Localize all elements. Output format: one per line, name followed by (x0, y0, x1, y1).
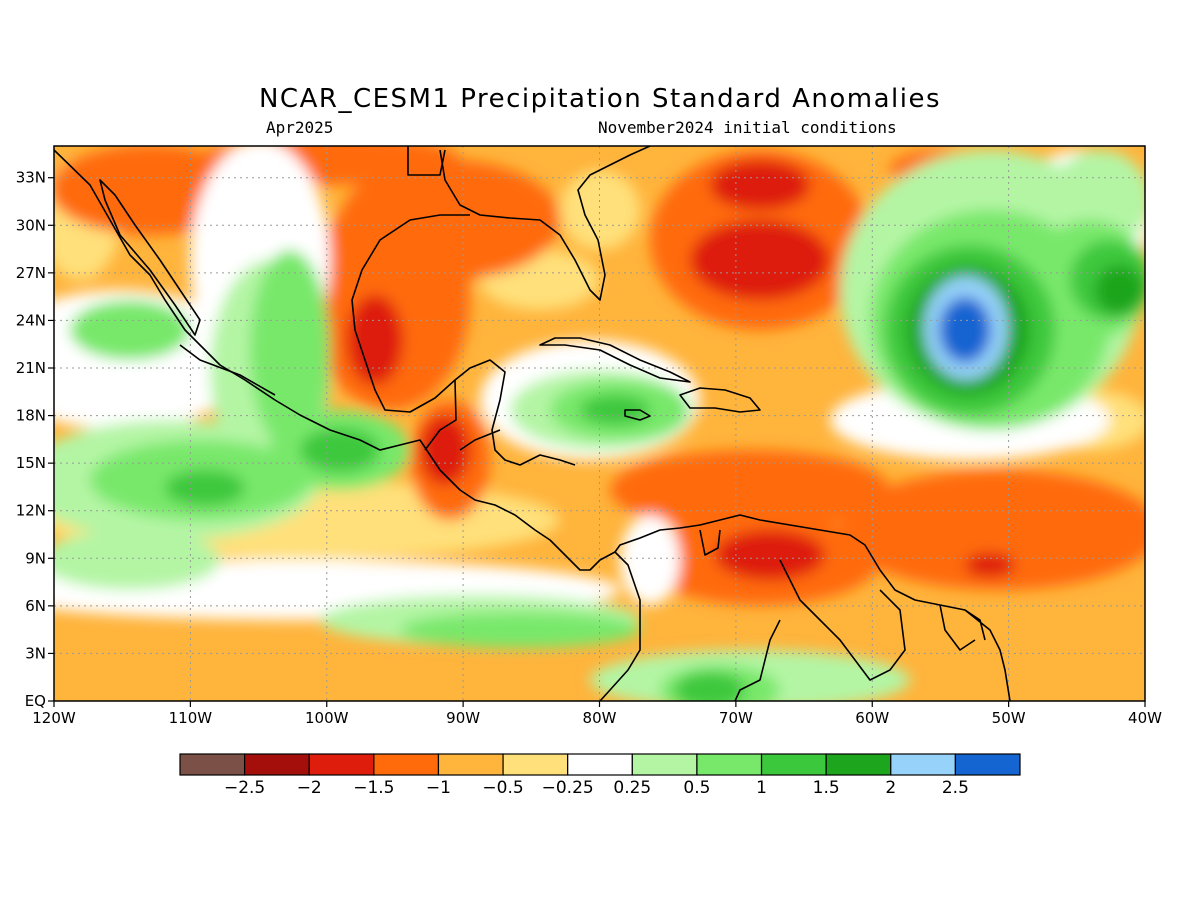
x-tick-label: 120W (32, 709, 76, 727)
y-tick-label: 21N (16, 359, 46, 377)
y-tick-label: 33N (16, 169, 46, 187)
x-tick-label: 60W (855, 709, 889, 727)
y-tick-label: 15N (16, 454, 46, 472)
colorbar-swatch (696, 753, 763, 776)
initial-conditions: November2024 initial conditions (598, 118, 897, 137)
grid-lines (54, 146, 1145, 701)
colorbar-label: −0.25 (542, 778, 594, 798)
colorbar-swatch (502, 753, 569, 776)
x-tick-label: 40W (1128, 709, 1162, 727)
anomaly-field (54, 146, 1145, 701)
y-tick-label: 9N (25, 549, 46, 567)
colorbar-swatch (631, 753, 698, 776)
y-tick-label: 3N (25, 644, 46, 662)
colorbar-label: −0.5 (482, 778, 523, 798)
coastlines (54, 146, 1011, 701)
x-tick-label: 70W (719, 709, 753, 727)
x-tick-label: 80W (583, 709, 617, 727)
y-tick-label: 12N (16, 502, 46, 520)
x-tick-label: 50W (992, 709, 1026, 727)
y-tick-label: 6N (25, 597, 46, 615)
x-tick-label: 110W (169, 709, 213, 727)
colorbar-swatch (308, 753, 375, 776)
y-tick-label: EQ (25, 692, 46, 710)
colorbar-label: −1.5 (353, 778, 394, 798)
colorbar-swatch (890, 753, 956, 776)
colorbar-label: −1 (426, 778, 451, 798)
y-tick-label: 18N (16, 407, 46, 425)
colorbar-swatch (373, 753, 440, 776)
y-tick-label: 24N (16, 311, 46, 329)
colorbar-label: 1.5 (813, 778, 840, 798)
colorbar-label: −2.5 (224, 778, 265, 798)
y-tick-label: 30N (16, 216, 46, 234)
latitude-ticks: EQ 3N 6N 9N 12N 15N 18N 21N 24N 27N 30N 33N (16, 169, 54, 710)
forecast-month: Apr2025 (266, 118, 334, 137)
colorbar: −2.5 −2 −1.5 −1 −0.5 −0.25 0.25 0.5 1 1.5 2 2.5 (179, 753, 1021, 798)
colorbar-swatch (954, 753, 1021, 776)
colorbar-label: 1 (756, 778, 767, 798)
colorbar-swatch (825, 753, 892, 776)
colorbar-label: 0.5 (683, 778, 710, 798)
x-tick-label: 90W (446, 709, 480, 727)
map-title: NCAR_CESM1 Precipitation Standard Anomal… (258, 84, 942, 114)
longitude-ticks: 120W 110W 100W 90W 80W 70W 60W 50W 40W (32, 701, 1162, 727)
colorbar-swatch (760, 753, 827, 776)
colorbar-label: −2 (297, 778, 322, 798)
colorbar-label: 2.5 (942, 778, 969, 798)
colorbar-label: 2 (885, 778, 896, 798)
colorbar-swatch (244, 753, 310, 776)
y-tick-label: 27N (16, 264, 46, 282)
colorbar-swatch (567, 753, 633, 776)
colorbar-swatch (437, 753, 504, 776)
colorbar-label: 0.25 (613, 778, 651, 798)
colorbar-swatch (179, 753, 246, 776)
x-tick-label: 100W (305, 709, 349, 727)
